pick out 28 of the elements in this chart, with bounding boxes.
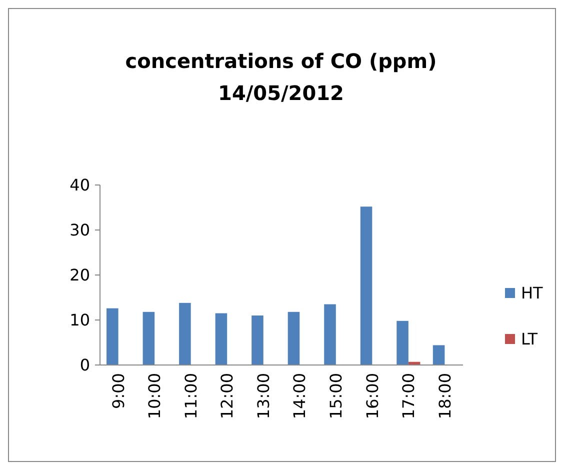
bar bbox=[106, 308, 118, 365]
x-tick-label: 13:00 bbox=[254, 373, 273, 420]
bar bbox=[288, 312, 300, 365]
x-tick-label: 16:00 bbox=[362, 373, 382, 420]
x-tick-label: 17:00 bbox=[399, 373, 418, 420]
x-tick-label: 14:00 bbox=[290, 373, 310, 420]
bar bbox=[215, 313, 228, 365]
y-tick-label: 10 bbox=[70, 310, 90, 330]
x-tick-label: 10:00 bbox=[145, 373, 164, 420]
x-tick-label: 15:00 bbox=[326, 373, 346, 420]
bar bbox=[432, 345, 445, 365]
bar bbox=[396, 320, 408, 365]
legend-label: HT bbox=[521, 284, 544, 303]
y-tick-label: 40 bbox=[70, 176, 90, 195]
x-tick-label: 11:00 bbox=[181, 373, 200, 420]
bar bbox=[142, 312, 155, 365]
legend-label: LT bbox=[521, 330, 538, 349]
y-tick-label: 0 bbox=[80, 356, 90, 375]
bar bbox=[252, 316, 264, 365]
x-tick-label: 9:00 bbox=[108, 373, 128, 409]
chart-title: concentrations of CO (ppm) 14/05/2012 bbox=[125, 49, 437, 105]
bar bbox=[324, 304, 336, 365]
x-tick-label: 12:00 bbox=[218, 373, 237, 420]
bar bbox=[179, 302, 191, 365]
bar bbox=[360, 206, 372, 365]
y-tick-label: 20 bbox=[70, 266, 90, 285]
x-tick-label: 18:00 bbox=[435, 373, 454, 420]
y-tick-label: 30 bbox=[70, 220, 90, 240]
